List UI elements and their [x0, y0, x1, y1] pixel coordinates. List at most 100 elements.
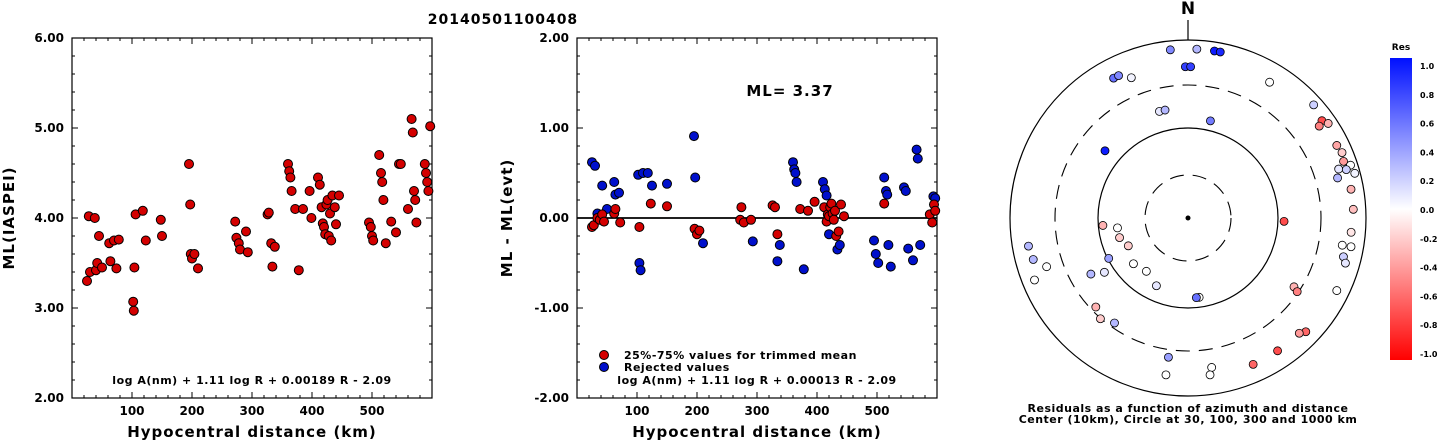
- data-point: [395, 159, 406, 169]
- station-point: [1215, 47, 1225, 57]
- data-point: [128, 305, 139, 316]
- x-tick-label: 500: [864, 404, 889, 418]
- data-point: [293, 265, 304, 276]
- station-point: [1114, 71, 1123, 81]
- station-point: [1141, 266, 1151, 276]
- y-tick-label: -2.00: [534, 391, 569, 405]
- data-point: [306, 213, 317, 223]
- x-tick-label: 200: [179, 404, 204, 418]
- station-points: [1024, 44, 1360, 380]
- data-point: [113, 234, 124, 245]
- data-point: [298, 204, 308, 214]
- data-point: [903, 243, 914, 254]
- colorbar-label: -0.8: [1420, 321, 1437, 330]
- x-tick-label: 400: [804, 404, 829, 418]
- colorbar-label: -1.0: [1420, 350, 1437, 359]
- data-point: [329, 202, 340, 213]
- plot-frame: [71, 37, 433, 399]
- colorbar-label: 0.8: [1420, 91, 1435, 100]
- data-point: [915, 240, 926, 250]
- data-point: [836, 199, 846, 210]
- station-point: [1129, 259, 1138, 269]
- data-point: [873, 258, 884, 268]
- station-point: [1096, 314, 1105, 324]
- station-point: [1152, 281, 1161, 291]
- y-tick-label: 2.00: [539, 31, 569, 45]
- x-tick-label: 200: [684, 404, 709, 418]
- y-axis-title: ML - ML(evt): [498, 159, 516, 277]
- station-point: [1165, 45, 1175, 55]
- colorbar-label: -0.4: [1420, 264, 1437, 273]
- data-point: [111, 263, 122, 274]
- data-point: [391, 227, 401, 238]
- legend-marker-trimmed: [599, 350, 609, 360]
- colorbar-label: -0.6: [1420, 292, 1437, 301]
- station-point: [1104, 254, 1114, 263]
- y-tick-label: 2.00: [34, 391, 64, 405]
- station-point: [1265, 77, 1274, 87]
- data-point: [662, 178, 672, 189]
- station-point: [1346, 242, 1356, 252]
- data-point: [331, 219, 341, 230]
- station-point: [1337, 240, 1347, 250]
- data-point: [184, 159, 194, 169]
- data-point: [690, 172, 701, 183]
- data-point: [411, 217, 422, 228]
- data-point: [912, 153, 923, 164]
- station-point: [1273, 346, 1282, 356]
- y-tick-label: 1.00: [539, 121, 569, 135]
- data-point: [635, 265, 646, 276]
- ml-annotation: ML= 3.37: [746, 82, 833, 100]
- station-point: [1346, 184, 1356, 194]
- data-point: [790, 168, 801, 178]
- x-tick-label: 100: [624, 404, 649, 418]
- station-point: [1309, 100, 1319, 110]
- data-point: [267, 261, 278, 272]
- data-point: [157, 231, 167, 241]
- data-point: [94, 231, 104, 241]
- station-point: [1346, 227, 1356, 237]
- colorbar-label: 1.0: [1420, 62, 1435, 71]
- data-point: [365, 222, 376, 232]
- data-point: [870, 249, 881, 259]
- station-point: [1341, 258, 1350, 268]
- colorbar-label: 0.0: [1420, 206, 1435, 215]
- colorbar-labels: 1.0 0.8 0.6 0.4 0.2 0.0 -0.2 -0.4 -0.6 -0.8 -1.0: [1420, 62, 1437, 359]
- data-point: [407, 127, 418, 138]
- data-point: [747, 236, 758, 247]
- data-point: [869, 235, 879, 246]
- station-point: [1348, 204, 1358, 214]
- data-point: [241, 226, 251, 237]
- data-point: [423, 186, 434, 196]
- y-tick-labels: -2.00 -1.00 0.00 1.00 2.00: [534, 31, 569, 405]
- colorbar-label: 0.6: [1420, 120, 1435, 129]
- panel-azimuth-residuals: N Residuals as a function of azimuth and…: [1009, 0, 1367, 426]
- data-point: [615, 217, 626, 228]
- data-point: [772, 256, 783, 267]
- x-tick-label: 500: [359, 404, 384, 418]
- data-point: [419, 159, 430, 169]
- x-tick-label: 400: [299, 404, 324, 418]
- colorbar-label: 0.4: [1420, 148, 1435, 157]
- data-point: [189, 249, 200, 259]
- data-point: [609, 177, 620, 187]
- station-point: [1100, 267, 1109, 277]
- data-point: [590, 160, 600, 171]
- data-point: [834, 240, 845, 250]
- station-point: [1098, 221, 1108, 230]
- data-point: [908, 255, 918, 266]
- data-point: [642, 168, 653, 178]
- data-point: [694, 225, 705, 236]
- station-point: [1332, 141, 1342, 150]
- x-tick-labels: 100 200 300 400 500: [624, 404, 889, 418]
- data-point: [403, 204, 413, 214]
- station-point: [1042, 262, 1052, 272]
- data-point: [368, 235, 379, 246]
- data-point: [374, 150, 385, 160]
- data-point: [770, 202, 780, 213]
- data-point: [634, 222, 645, 232]
- colorbar-label: 0.2: [1420, 177, 1434, 186]
- data-point: [927, 217, 938, 228]
